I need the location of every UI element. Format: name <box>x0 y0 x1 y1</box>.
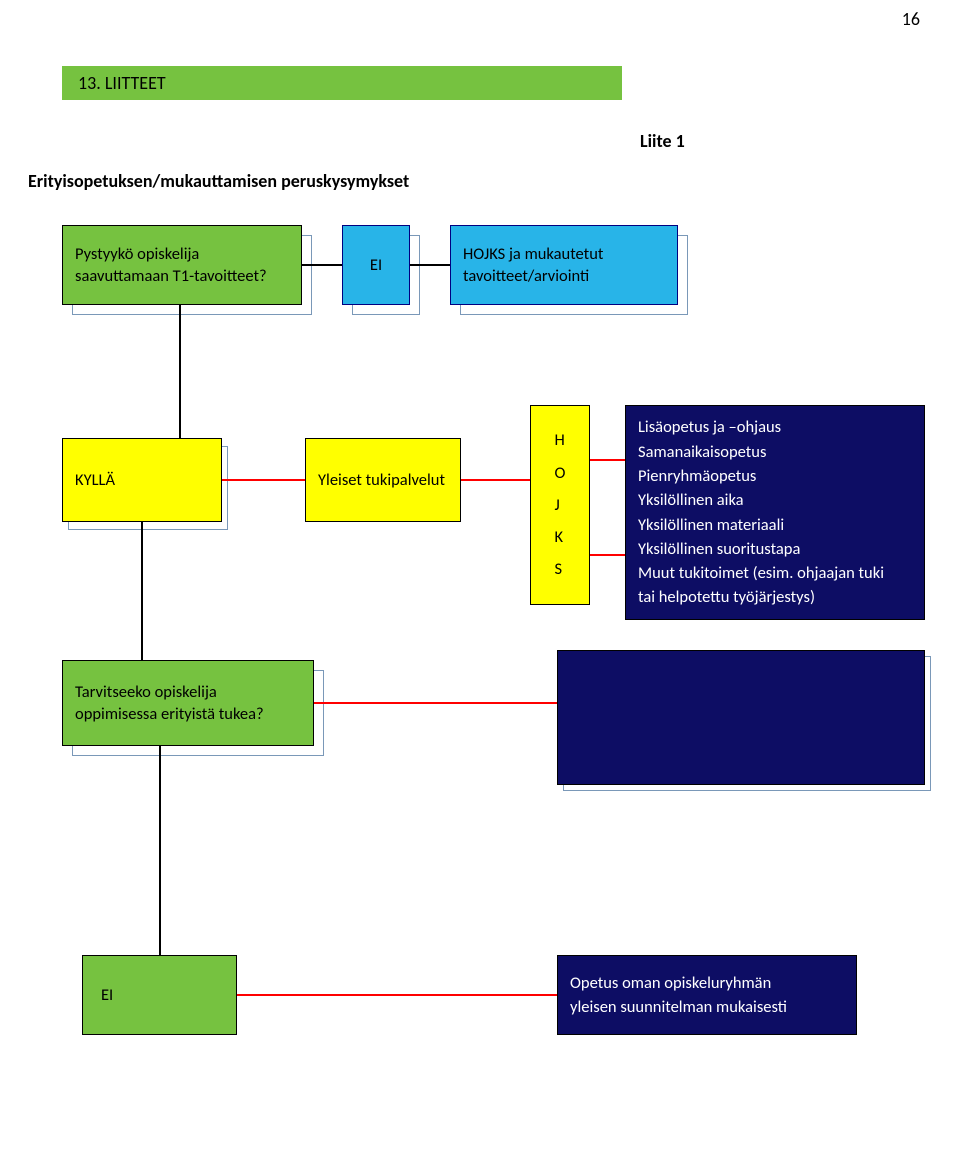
liite-label: Liite 1 <box>640 130 685 152</box>
diagram-subtitle: Erityisopetuksen/mukauttamisen peruskysy… <box>28 170 409 192</box>
support-list-item: Pienryhmäopetus <box>638 465 884 487</box>
node-q2-text: Tarvitseeko opiskelija oppimisessa erity… <box>75 681 301 726</box>
node-kylla-text: KYLLÄ <box>75 469 115 491</box>
section-heading-text: 13. LIITTEET <box>78 72 166 94</box>
hojks-letter: S <box>555 558 566 580</box>
support-list-item: Lisäopetus ja –ohjaus <box>638 416 884 438</box>
node-opetus-line1: Opetus oman opiskeluryhmän <box>570 972 787 994</box>
node-ei2-text: EI <box>101 984 113 1006</box>
node-kylla: KYLLÄ <box>62 438 222 522</box>
support-list-item: Samanaikaisopetus <box>638 441 884 463</box>
node-ei-2: EI <box>82 955 237 1035</box>
node-ei1-text: EI <box>370 254 382 276</box>
node-support-list: Lisäopetus ja –ohjaus SamanaikaisopetusPi… <box>625 405 925 620</box>
node-ei-1: EI <box>342 225 410 305</box>
page-number: 16 <box>902 8 920 30</box>
node-q1-text: Pystyykö opiskelija saavuttamaan T1-tavo… <box>75 243 289 288</box>
support-list-item: Yksilöllinen materiaali <box>638 514 884 536</box>
node-question-2: Tarvitseeko opiskelija oppimisessa erity… <box>62 660 314 746</box>
support-list-item: Yksilöllinen aika <box>638 489 884 511</box>
node-opetus-line2: yleisen suunnitelman mukaisesti <box>570 996 787 1018</box>
hojks-letter: H <box>555 429 566 451</box>
node-hojks-letters: HOJKS <box>530 405 590 605</box>
node-question-1: Pystyykö opiskelija saavuttamaan T1-tavo… <box>62 225 302 305</box>
hojks-letter: K <box>555 526 566 548</box>
node-empty-blue <box>557 650 925 785</box>
hojks-letter: J <box>555 494 566 516</box>
node-opetus: Opetus oman opiskeluryhmän yleisen suunn… <box>557 955 857 1035</box>
node-tukipalvelut: Yleiset tukipalvelut <box>305 438 461 522</box>
section-heading: 13. LIITTEET <box>62 66 622 100</box>
node-hojks: HOJKS ja mukautetut tavoitteet/arviointi <box>450 225 678 305</box>
support-list-item: Yksilöllinen suoritustapa <box>638 538 884 560</box>
hojks-letter: O <box>555 462 566 484</box>
support-list-item: tai helpotettu työjärjestys) <box>638 586 884 608</box>
node-hojks-text: HOJKS ja mukautetut tavoitteet/arviointi <box>463 243 665 288</box>
support-list-item: Muut tukitoimet (esim. ohjaajan tuki <box>638 562 884 584</box>
node-tuki-text: Yleiset tukipalvelut <box>318 469 445 491</box>
